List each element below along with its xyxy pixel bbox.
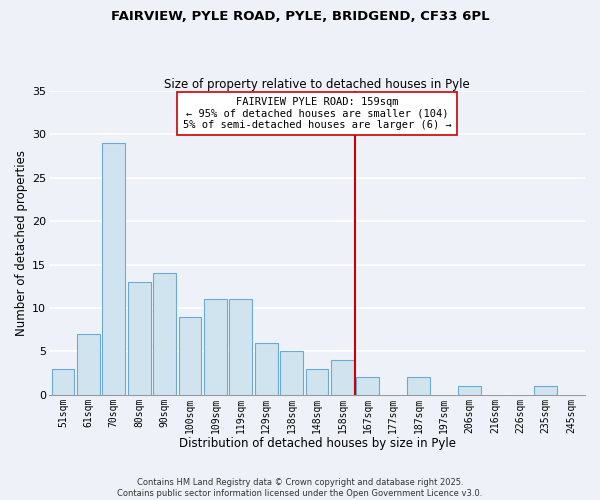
Bar: [407, 378, 430, 395]
Bar: [179, 316, 202, 395]
Bar: [255, 342, 278, 395]
Bar: [356, 378, 379, 395]
Text: FAIRVIEW, PYLE ROAD, PYLE, BRIDGEND, CF33 6PL: FAIRVIEW, PYLE ROAD, PYLE, BRIDGEND, CF3…: [110, 10, 490, 23]
Bar: [229, 300, 252, 395]
Bar: [153, 274, 176, 395]
Title: Size of property relative to detached houses in Pyle: Size of property relative to detached ho…: [164, 78, 470, 91]
Bar: [77, 334, 100, 395]
Y-axis label: Number of detached properties: Number of detached properties: [15, 150, 28, 336]
Bar: [534, 386, 557, 395]
Bar: [52, 369, 74, 395]
Bar: [305, 369, 328, 395]
Bar: [103, 143, 125, 395]
Bar: [458, 386, 481, 395]
Bar: [204, 300, 227, 395]
Bar: [128, 282, 151, 395]
Text: Contains HM Land Registry data © Crown copyright and database right 2025.
Contai: Contains HM Land Registry data © Crown c…: [118, 478, 482, 498]
Text: FAIRVIEW PYLE ROAD: 159sqm
← 95% of detached houses are smaller (104)
5% of semi: FAIRVIEW PYLE ROAD: 159sqm ← 95% of deta…: [182, 97, 451, 130]
Bar: [331, 360, 354, 395]
X-axis label: Distribution of detached houses by size in Pyle: Distribution of detached houses by size …: [179, 437, 455, 450]
Bar: [280, 352, 303, 395]
